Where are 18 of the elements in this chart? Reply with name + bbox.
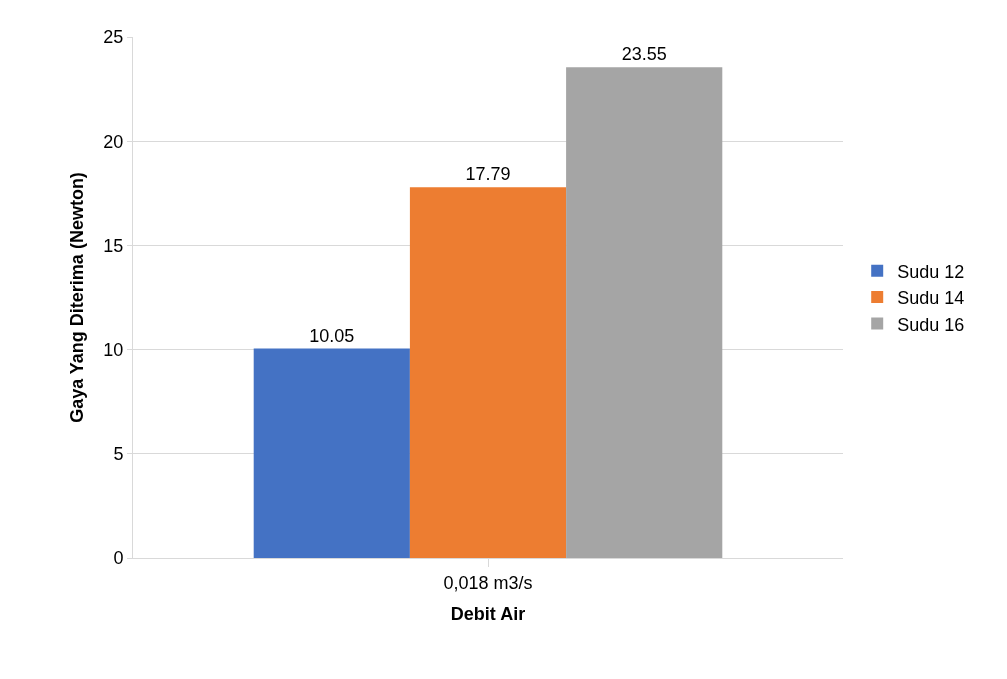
x-tick-label: 0,018 m3/s: [443, 572, 533, 593]
x-axis-title: Debit Air: [450, 603, 526, 624]
y-tick-label: 10: [103, 339, 124, 360]
y-axis-title: Gaya Yang Diterima (Newton): [66, 172, 87, 423]
y-tick-label: 20: [103, 131, 124, 152]
data-label: 10.05: [309, 325, 355, 346]
y-tick-label: 5: [113, 444, 124, 465]
legend-label: Sudu 14: [897, 288, 965, 309]
y-tick-label: 0: [113, 548, 124, 569]
bar: [253, 348, 410, 558]
legend-label: Sudu 16: [897, 314, 965, 335]
y-tick-label: 25: [103, 27, 124, 48]
data-label: 23.55: [621, 44, 667, 65]
legend-label: Sudu 12: [897, 261, 965, 282]
y-tick-label: 15: [103, 235, 124, 256]
bar: [566, 67, 723, 558]
data-label: 17.79: [465, 164, 511, 185]
bar: [409, 187, 567, 558]
